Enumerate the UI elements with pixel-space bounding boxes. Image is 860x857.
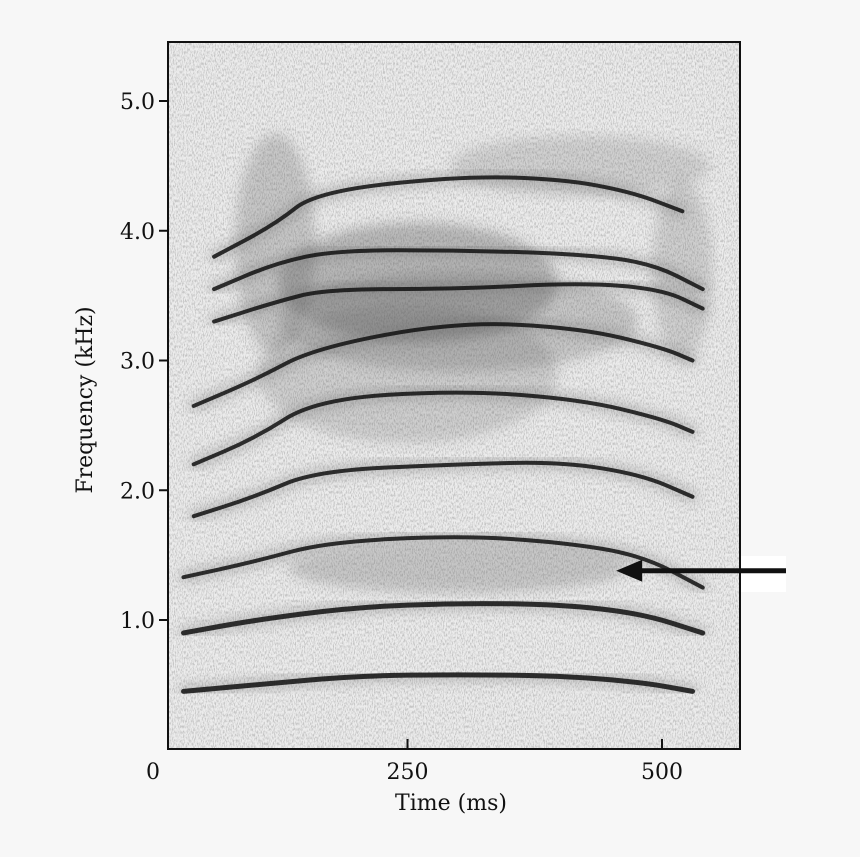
y-axis-title: Frequency (kHz) xyxy=(73,306,98,493)
arrow-head xyxy=(616,559,643,582)
x-axis-title: Time (ms) xyxy=(395,791,507,816)
formant-trace xyxy=(212,248,705,292)
y-tick-label: 3.0 xyxy=(120,350,155,375)
y-tick-label: 1.0 xyxy=(120,609,155,634)
plot-area xyxy=(168,42,740,749)
arrow-label-background xyxy=(740,556,786,592)
formant-trace xyxy=(212,175,685,259)
y-tick-label: 5.0 xyxy=(120,90,155,115)
formant-traces xyxy=(179,172,708,696)
y-tick-label: 2.0 xyxy=(120,479,155,504)
energy-blob xyxy=(288,543,629,594)
plot-frame xyxy=(167,41,741,750)
y-tick-label: 4.0 xyxy=(120,220,155,245)
x-tick-label: 0 xyxy=(146,760,160,785)
x-tick-label: 250 xyxy=(387,760,429,785)
formant-trace xyxy=(191,460,695,519)
energy-blob xyxy=(257,303,558,444)
formant-trace xyxy=(181,535,705,590)
formant-trace xyxy=(181,601,706,636)
x-axis-ticks: 0 250 500 xyxy=(146,739,683,785)
formant-trace xyxy=(191,322,695,408)
energy-cloud xyxy=(235,133,713,594)
x-tick-label: 500 xyxy=(641,760,683,785)
formant-trace xyxy=(212,282,705,324)
y-axis-ticks: 1.0 2.0 3.0 4.0 5.0 xyxy=(120,90,168,634)
arrow-annotation xyxy=(616,559,786,582)
energy-blob xyxy=(652,179,713,360)
formant-trace xyxy=(181,672,696,694)
formant-trace xyxy=(191,390,695,467)
